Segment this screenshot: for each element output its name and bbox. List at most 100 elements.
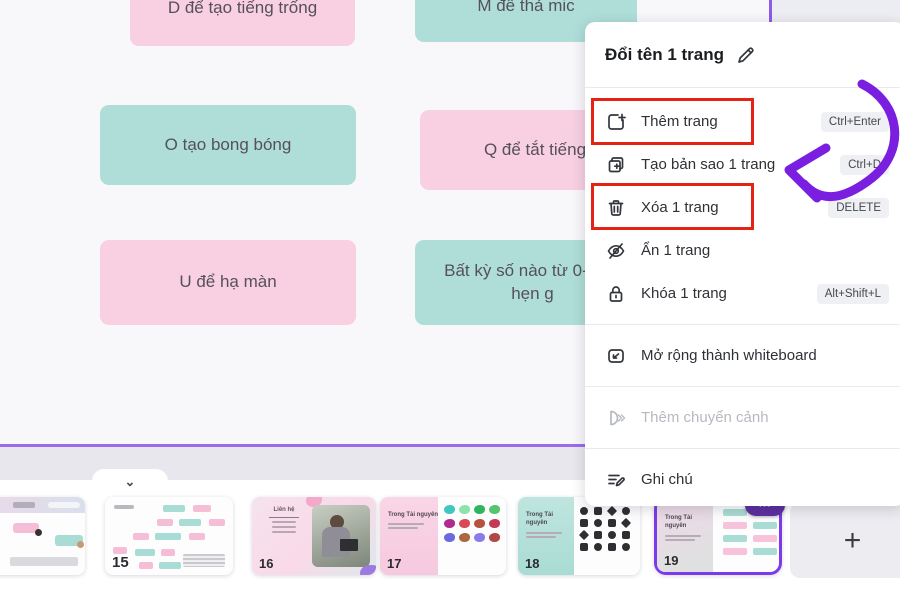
- shortcut-badge: Ctrl+Enter: [820, 111, 889, 132]
- thumb-text-line: [272, 521, 296, 523]
- thumb-chip: [161, 549, 175, 556]
- page-number: 19: [664, 553, 679, 568]
- sticky-note-text: Q để tắt tiếng: [483, 139, 587, 159]
- page-thumbnail-17[interactable]: Trong Tài nguyên 17: [380, 497, 506, 575]
- decor-blob: [360, 565, 376, 575]
- page-number: 17: [387, 556, 402, 571]
- menu-item-label: Thêm chuyển cảnh: [641, 409, 769, 426]
- shortcut-badge: Ctrl+D: [840, 154, 889, 175]
- sticky-note-text: Bất kỳ số nào từ 0-9 để hẹn g: [444, 260, 621, 303]
- thumb-chip: [135, 549, 155, 556]
- thumb-chip: [139, 562, 153, 569]
- thumb-chip: [157, 519, 173, 526]
- expand-whiteboard-icon: [605, 345, 627, 367]
- menu-item-label: Ẩn 1 trang: [641, 242, 711, 259]
- thumb-chip: [189, 533, 205, 540]
- thumb-chip: [193, 505, 211, 512]
- thumb-text-line: [526, 531, 562, 534]
- thumb-left-panel: Trong Tài nguyên: [380, 497, 438, 575]
- thumb-page-title: Trong Tài nguyên: [388, 512, 439, 518]
- thumb-text-line: [526, 535, 556, 538]
- thumb-text-block: [10, 557, 78, 566]
- sticky-note[interactable]: U để hạ màn: [100, 240, 356, 325]
- page-thumbnail-18[interactable]: Trong Tài nguyên 18: [518, 497, 640, 575]
- menu-divider: [585, 448, 900, 449]
- thumb-dot: [77, 541, 84, 548]
- menu-divider: [585, 386, 900, 387]
- sticky-note[interactable]: O tạo bong bóng: [100, 105, 356, 185]
- sticky-note-text: M để thả mic: [477, 0, 575, 15]
- photo-person-head: [330, 515, 344, 529]
- thumb-page-title: Liên hệ: [273, 507, 295, 513]
- thumb-header-bar: [0, 497, 85, 513]
- menu-item-label: Xóa 1 trang: [641, 199, 719, 216]
- eye-slash-icon: [605, 240, 627, 262]
- thumb-text-line: [388, 523, 424, 526]
- page-thumbnail-14[interactable]: [0, 497, 85, 575]
- add-page-icon: [605, 111, 627, 133]
- sticky-note-text: U để hạ màn: [179, 272, 277, 292]
- collapse-filmstrip-button[interactable]: ⌄: [92, 469, 168, 489]
- add-page-button[interactable]: +: [790, 503, 900, 578]
- plus-icon: +: [843, 523, 862, 557]
- thumb-chip: [179, 519, 201, 526]
- thumb-text-line: [665, 534, 701, 537]
- menu-item-label: Thêm trang: [641, 113, 718, 130]
- shortcut-badge: DELETE: [828, 197, 889, 218]
- thumb-text-line: [388, 527, 418, 530]
- thumb-chip: [55, 535, 83, 546]
- trash-icon: [605, 197, 627, 219]
- decor-petal: [306, 497, 322, 507]
- thumb-text-line: [665, 538, 695, 541]
- page-number: 15: [112, 554, 129, 571]
- page-selection-border-bottom: [0, 444, 900, 447]
- notes-icon: [605, 469, 627, 491]
- menu-item-add-page[interactable]: Thêm trang Ctrl+Enter: [585, 100, 900, 143]
- shortcut-badge: Alt+Shift+L: [816, 283, 889, 304]
- page-context-menu: Đổi tên 1 trang Thêm trang Ctrl+Enter: [585, 22, 900, 506]
- thumb-chip: [163, 505, 185, 512]
- thumb-text-line: [272, 526, 296, 528]
- shape-collection: [444, 505, 502, 542]
- page-thumbnail-19-selected[interactable]: Trong Tài nguyên ••• 19: [654, 494, 785, 575]
- thumb-dot: [35, 529, 42, 536]
- thumb-left-panel: Trong Tài nguyên: [657, 500, 713, 572]
- thumb-chip-grid: [723, 509, 779, 555]
- page-number: 16: [259, 556, 274, 571]
- menu-item-add-transition: Thêm chuyển cảnh: [585, 396, 900, 439]
- menu-item-duplicate-page[interactable]: Tạo bản sao 1 trang Ctrl+D: [585, 143, 900, 186]
- icon-grid: [578, 505, 634, 551]
- menu-item-label: Mở rộng thành whiteboard: [641, 347, 817, 364]
- transition-icon: [605, 407, 627, 429]
- sticky-note-text: D để tạo tiếng trống: [167, 0, 318, 17]
- chevron-down-icon: ⌄: [124, 474, 136, 489]
- thumb-chip: [209, 519, 225, 526]
- menu-item-notes[interactable]: Ghi chú: [585, 458, 900, 501]
- thumb-page-title: Trong Tài nguyên: [526, 512, 553, 527]
- thumb-chip: [133, 533, 149, 540]
- menu-item-expand-whiteboard[interactable]: Mở rộng thành whiteboard: [585, 334, 900, 377]
- sticky-note[interactable]: D để tạo tiếng trống: [130, 0, 355, 46]
- page-number: 18: [525, 556, 540, 571]
- photo-woman-laptop: [312, 505, 370, 567]
- menu-item-lock-page[interactable]: Khóa 1 trang Alt+Shift+L: [585, 272, 900, 315]
- sticky-note-text: O tạo bong bóng: [164, 134, 292, 154]
- page-thumbnail-15[interactable]: 15: [105, 497, 233, 575]
- menu-item-hide-page[interactable]: Ẩn 1 trang: [585, 229, 900, 272]
- duplicate-page-icon: [605, 154, 627, 176]
- menu-item-label: Tạo bản sao 1 trang: [641, 156, 776, 173]
- thumb-chip: [159, 562, 181, 569]
- pencil-icon[interactable]: [736, 45, 756, 65]
- thumb-title-smudge: [114, 505, 134, 509]
- thumb-text-line: [272, 531, 296, 533]
- thumb-header-pill: [48, 502, 80, 508]
- menu-item-label: Khóa 1 trang: [641, 285, 727, 302]
- menu-item-label: Ghi chú: [641, 471, 693, 488]
- menu-item-delete-page[interactable]: Xóa 1 trang DELETE: [585, 186, 900, 229]
- thumb-title-smudge: [13, 502, 35, 508]
- thumb-page-title: Trong Tài nguyên: [665, 515, 692, 530]
- thumb-chip: [13, 523, 39, 533]
- menu-header: Đổi tên 1 trang: [585, 22, 900, 88]
- lock-icon: [605, 283, 627, 305]
- page-thumbnail-16[interactable]: Liên hệ 16: [252, 497, 376, 575]
